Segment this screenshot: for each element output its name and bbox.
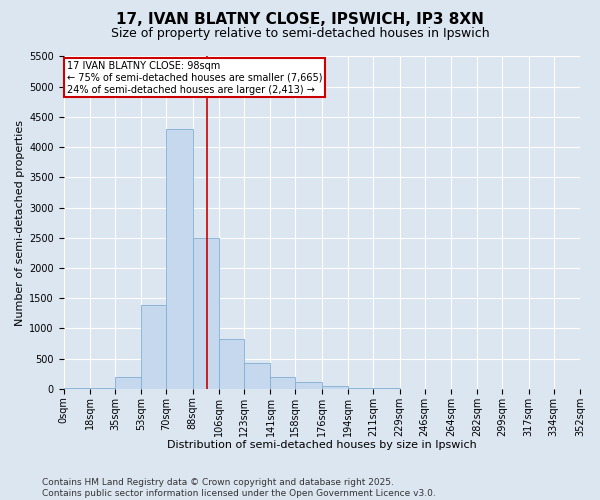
Text: 17, IVAN BLATNY CLOSE, IPSWICH, IP3 8XN: 17, IVAN BLATNY CLOSE, IPSWICH, IP3 8XN — [116, 12, 484, 28]
Bar — [219, 340, 244, 389]
Bar — [193, 238, 219, 389]
Y-axis label: Number of semi-detached properties: Number of semi-detached properties — [15, 120, 25, 326]
Bar — [348, 388, 373, 389]
Text: 17 IVAN BLATNY CLOSE: 98sqm
← 75% of semi-detached houses are smaller (7,665)
24: 17 IVAN BLATNY CLOSE: 98sqm ← 75% of sem… — [67, 62, 322, 94]
Bar — [115, 376, 142, 389]
Text: Size of property relative to semi-detached houses in Ipswich: Size of property relative to semi-detach… — [110, 28, 490, 40]
Bar — [373, 388, 400, 389]
Bar — [166, 129, 193, 389]
Bar — [295, 382, 322, 389]
X-axis label: Distribution of semi-detached houses by size in Ipswich: Distribution of semi-detached houses by … — [167, 440, 476, 450]
Bar — [142, 306, 166, 389]
Bar — [322, 386, 348, 389]
Bar — [271, 376, 295, 389]
Text: Contains HM Land Registry data © Crown copyright and database right 2025.
Contai: Contains HM Land Registry data © Crown c… — [42, 478, 436, 498]
Bar — [64, 388, 90, 389]
Bar — [244, 363, 271, 389]
Bar — [90, 388, 115, 389]
